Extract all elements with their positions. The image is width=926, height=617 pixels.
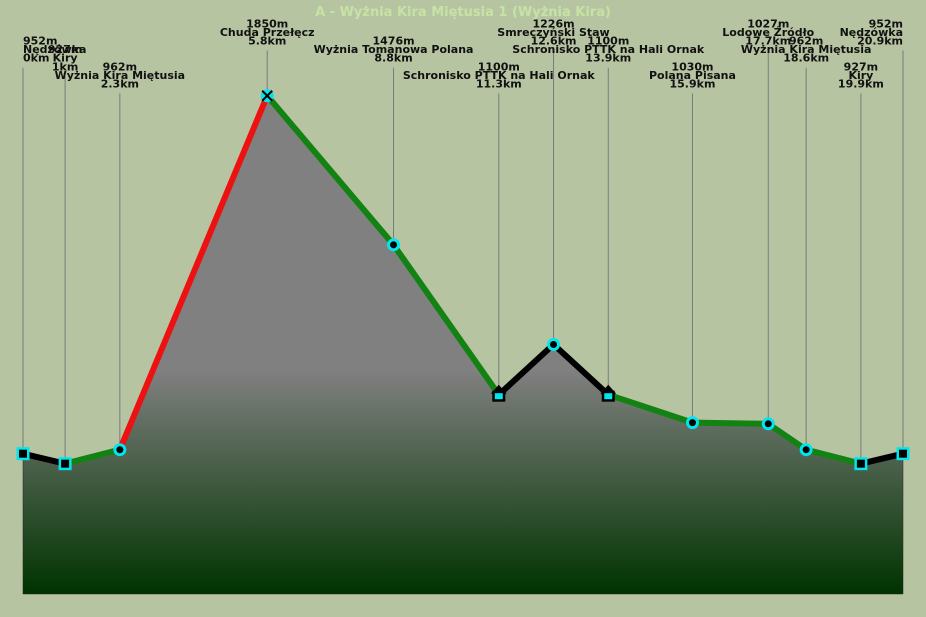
- label-name: Schronisko PTTK na Hali Ornak: [512, 43, 705, 56]
- label-elevation: 962m: [789, 35, 823, 48]
- waypoint-marker-center: [116, 446, 124, 454]
- label-elevation: 927m: [844, 60, 878, 73]
- label-distance: 20.9km: [857, 35, 903, 48]
- label-elevation: 927m: [48, 43, 82, 56]
- label-name: Wyżnia Kira Miętusia: [55, 69, 186, 82]
- pass-marker-cross: [261, 90, 273, 102]
- route-segment: [390, 241, 502, 398]
- label-name: Smreczyński Staw: [497, 26, 609, 39]
- waypoint-marker-center: [688, 419, 696, 427]
- waypoint-marker-center: [550, 340, 558, 348]
- waypoint-marker-center: [856, 459, 865, 468]
- label-name: Polana Pisana: [649, 69, 736, 82]
- route-segment: [550, 341, 612, 398]
- label-name: Chuda Przełęcz: [220, 26, 315, 39]
- label-name: Lodowe Źródło: [722, 26, 814, 39]
- label-name: Nędzówka: [23, 43, 86, 56]
- label-distance: 11.3km: [476, 78, 522, 91]
- label-name: Wyżnia Tomanowa Polana: [314, 43, 474, 56]
- route-segment: [803, 446, 864, 467]
- label-distance: 2.3km: [101, 78, 139, 91]
- waypoint-marker-center: [390, 241, 398, 249]
- label-elevation: 1226m: [532, 17, 574, 30]
- route-segment: [689, 419, 772, 427]
- label-name: Kiry: [53, 52, 78, 65]
- label-name: Kiry: [848, 69, 873, 82]
- label-elevation: 1030m: [671, 60, 713, 73]
- route-segment: [264, 92, 397, 248]
- label-elevation: 1100m: [587, 35, 629, 48]
- label-elevation: 1027m: [747, 17, 789, 30]
- label-distance: 13.9km: [585, 52, 631, 65]
- label-name: Wyżnia Kira Miętusia: [741, 43, 872, 56]
- label-distance: 17.7km: [745, 35, 791, 48]
- route-segment: [857, 450, 906, 467]
- label-name: Nędzówka: [840, 26, 903, 39]
- label-name: Schronisko PTTK na Hali Ornak: [403, 69, 596, 82]
- waypoint-marker-center: [19, 449, 27, 458]
- waypoint-marker-center: [802, 446, 810, 454]
- label-elevation: 952m: [23, 35, 57, 48]
- label-distance: 0km: [23, 52, 49, 65]
- waypoint-marker-center: [61, 459, 70, 468]
- route-segment: [20, 450, 69, 467]
- guide-lines: [22, 50, 904, 464]
- route-segment: [765, 420, 810, 453]
- hut-icon-window: [604, 393, 613, 400]
- label-elevation: 962m: [103, 60, 137, 73]
- chart-title: A - Wyżnia Kira Miętusia 1 (Wyżnia Kira): [315, 5, 611, 20]
- route-segments: [20, 92, 906, 467]
- label-distance: 15.9km: [670, 78, 716, 91]
- waypoint-markers: [16, 89, 910, 471]
- label-distance: 5.8km: [248, 35, 286, 48]
- label-distance: 18.6km: [783, 52, 829, 65]
- label-elevation: 1476m: [372, 35, 414, 48]
- label-distance: 8.8km: [374, 52, 412, 65]
- waypoint-marker-center: [764, 420, 772, 428]
- route-segment: [495, 341, 557, 398]
- label-elevation: 1100m: [478, 60, 520, 73]
- hut-icon-window: [494, 393, 503, 400]
- label-distance: 1km: [52, 60, 78, 73]
- label-elevation: 1850m: [246, 17, 288, 30]
- waypoint-marker-center: [899, 449, 907, 458]
- route-segment: [62, 446, 123, 467]
- route-segment: [605, 391, 696, 426]
- label-elevation: 952m: [869, 17, 903, 30]
- label-distance: 19.9km: [838, 78, 884, 91]
- route-segment: [116, 92, 271, 453]
- label-distance: 12.6km: [531, 35, 577, 48]
